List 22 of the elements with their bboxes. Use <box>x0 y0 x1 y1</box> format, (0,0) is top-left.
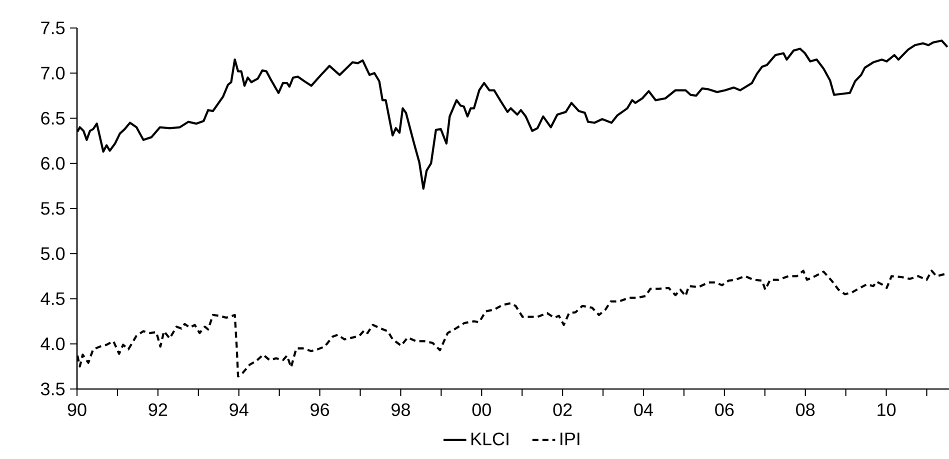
x-tick-label: 04 <box>634 403 653 416</box>
y-tick-label: 4.0 <box>40 337 65 350</box>
x-tick-label: 94 <box>230 403 248 416</box>
x-tick-label: 08 <box>796 403 815 416</box>
legend-label: IPI <box>560 432 580 446</box>
y-tick-label: 3.5 <box>40 382 65 396</box>
y-tick-label: 6.0 <box>41 156 65 170</box>
y-tick-label: 4.5 <box>40 292 65 306</box>
x-tick-label: 90 <box>68 403 86 416</box>
x-tick-label: 06 <box>715 403 734 416</box>
y-tick-label: 5.0 <box>41 247 65 260</box>
x-tick-label: 98 <box>392 403 410 416</box>
x-tick-label: 92 <box>148 403 168 416</box>
y-tick-label: 7.0 <box>41 66 65 80</box>
y-tick-label: 7.5 <box>41 22 65 34</box>
x-tick-label: 10 <box>878 403 896 416</box>
y-tick-label: 6.5 <box>41 112 65 125</box>
x-tick-label: 00 <box>472 403 491 416</box>
x-tick-label: 02 <box>553 403 572 416</box>
legend-label: KLCI <box>471 432 508 446</box>
x-tick-label: 96 <box>310 403 330 416</box>
y-tick-label: 5.5 <box>41 202 65 215</box>
